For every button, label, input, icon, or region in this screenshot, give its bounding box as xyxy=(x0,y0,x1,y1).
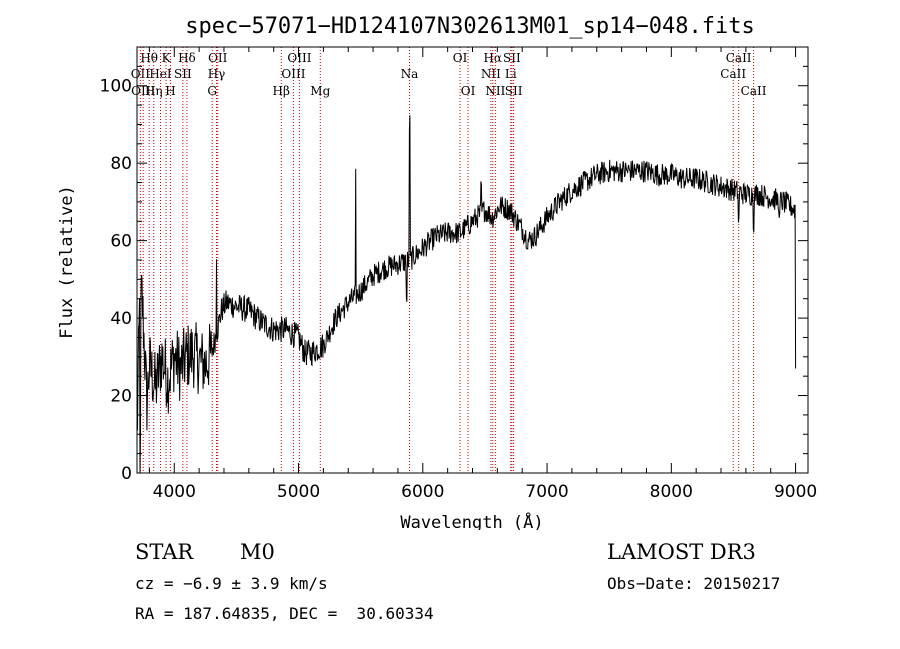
y-tick-label: 0 xyxy=(121,464,132,484)
spectral-line-label: OI xyxy=(461,84,476,98)
redshift-cz: cz = −6.9 ± 3.9 km/s xyxy=(135,574,328,593)
spectral-line-label: G xyxy=(207,84,217,98)
spectral-line-label: CaII xyxy=(720,67,746,81)
x-tick-label: 7000 xyxy=(525,482,568,502)
spectral-line-label: Hγ xyxy=(208,67,226,81)
y-tick-label: 80 xyxy=(110,154,132,174)
flux-series-line xyxy=(136,115,797,474)
spectral-line-label: CaII xyxy=(741,84,767,98)
spectral-line-label: Mg xyxy=(310,84,330,98)
spectral-line-label: OII xyxy=(131,67,151,81)
spectral-line-label: OIII xyxy=(281,67,305,81)
y-tick-label: 40 xyxy=(110,309,132,329)
spectral-line-label: SII xyxy=(174,67,192,81)
spectral-line-label: OII xyxy=(208,51,228,65)
x-tick-label: 6000 xyxy=(401,482,444,502)
y-tick-label: 20 xyxy=(110,387,132,407)
spectrum-chart: spec−57071−HD124107N302613M01_sp14−048.f… xyxy=(57,14,817,533)
x-axis-label: Wavelength (Å) xyxy=(400,511,543,530)
y-axis-label: Flux (relative) xyxy=(57,185,77,339)
x-tick-label: 5000 xyxy=(277,482,320,502)
x-tick-label: 4000 xyxy=(153,482,196,502)
x-tick-label: 9000 xyxy=(774,482,817,502)
spectral-line-label: CaII xyxy=(726,51,752,65)
axis-ticks: 4000 5000 6000 7000 8000 9000 0 20 40 60 80 100 xyxy=(100,47,817,502)
spectral-line-label: SII xyxy=(505,84,523,98)
spectral-line-label: K xyxy=(162,51,172,65)
spectral-line-label: H xyxy=(165,84,175,98)
spectral-line-label: NII xyxy=(481,67,501,81)
y-tick-label: 100 xyxy=(100,77,132,97)
spectral-line-label: Li xyxy=(505,67,517,81)
object-subclass: M0 xyxy=(240,540,275,564)
chart-title: spec−57071−HD124107N302613M01_sp14−048.f… xyxy=(185,14,755,39)
spectral-line-label: SII xyxy=(503,51,521,65)
spectral-line-label: Hα xyxy=(483,51,502,65)
coordinates: RA = 187.64835, DEC = 30.60334 xyxy=(135,604,434,623)
object-class: STAR xyxy=(135,540,194,564)
spectral-line-label: Hθ xyxy=(140,51,158,65)
x-tick-label: 8000 xyxy=(650,482,693,502)
y-tick-label: 60 xyxy=(110,232,132,252)
spectral-line-label: Hβ xyxy=(273,84,290,98)
spectral-line-label: Hδ xyxy=(178,51,196,65)
spectral-line-label: OI xyxy=(453,51,468,65)
plot-frame xyxy=(136,46,809,474)
observation-date: Obs−Date: 20150217 xyxy=(607,574,781,593)
spectral-line-label: Na xyxy=(401,67,419,81)
spectral-line-label: Hη xyxy=(145,84,163,98)
survey-name: LAMOST DR3 xyxy=(607,540,756,564)
spectral-line-label: HeI xyxy=(149,67,172,81)
spectral-line-label: OIII xyxy=(287,51,311,65)
spectral-line-label: NII xyxy=(485,84,505,98)
